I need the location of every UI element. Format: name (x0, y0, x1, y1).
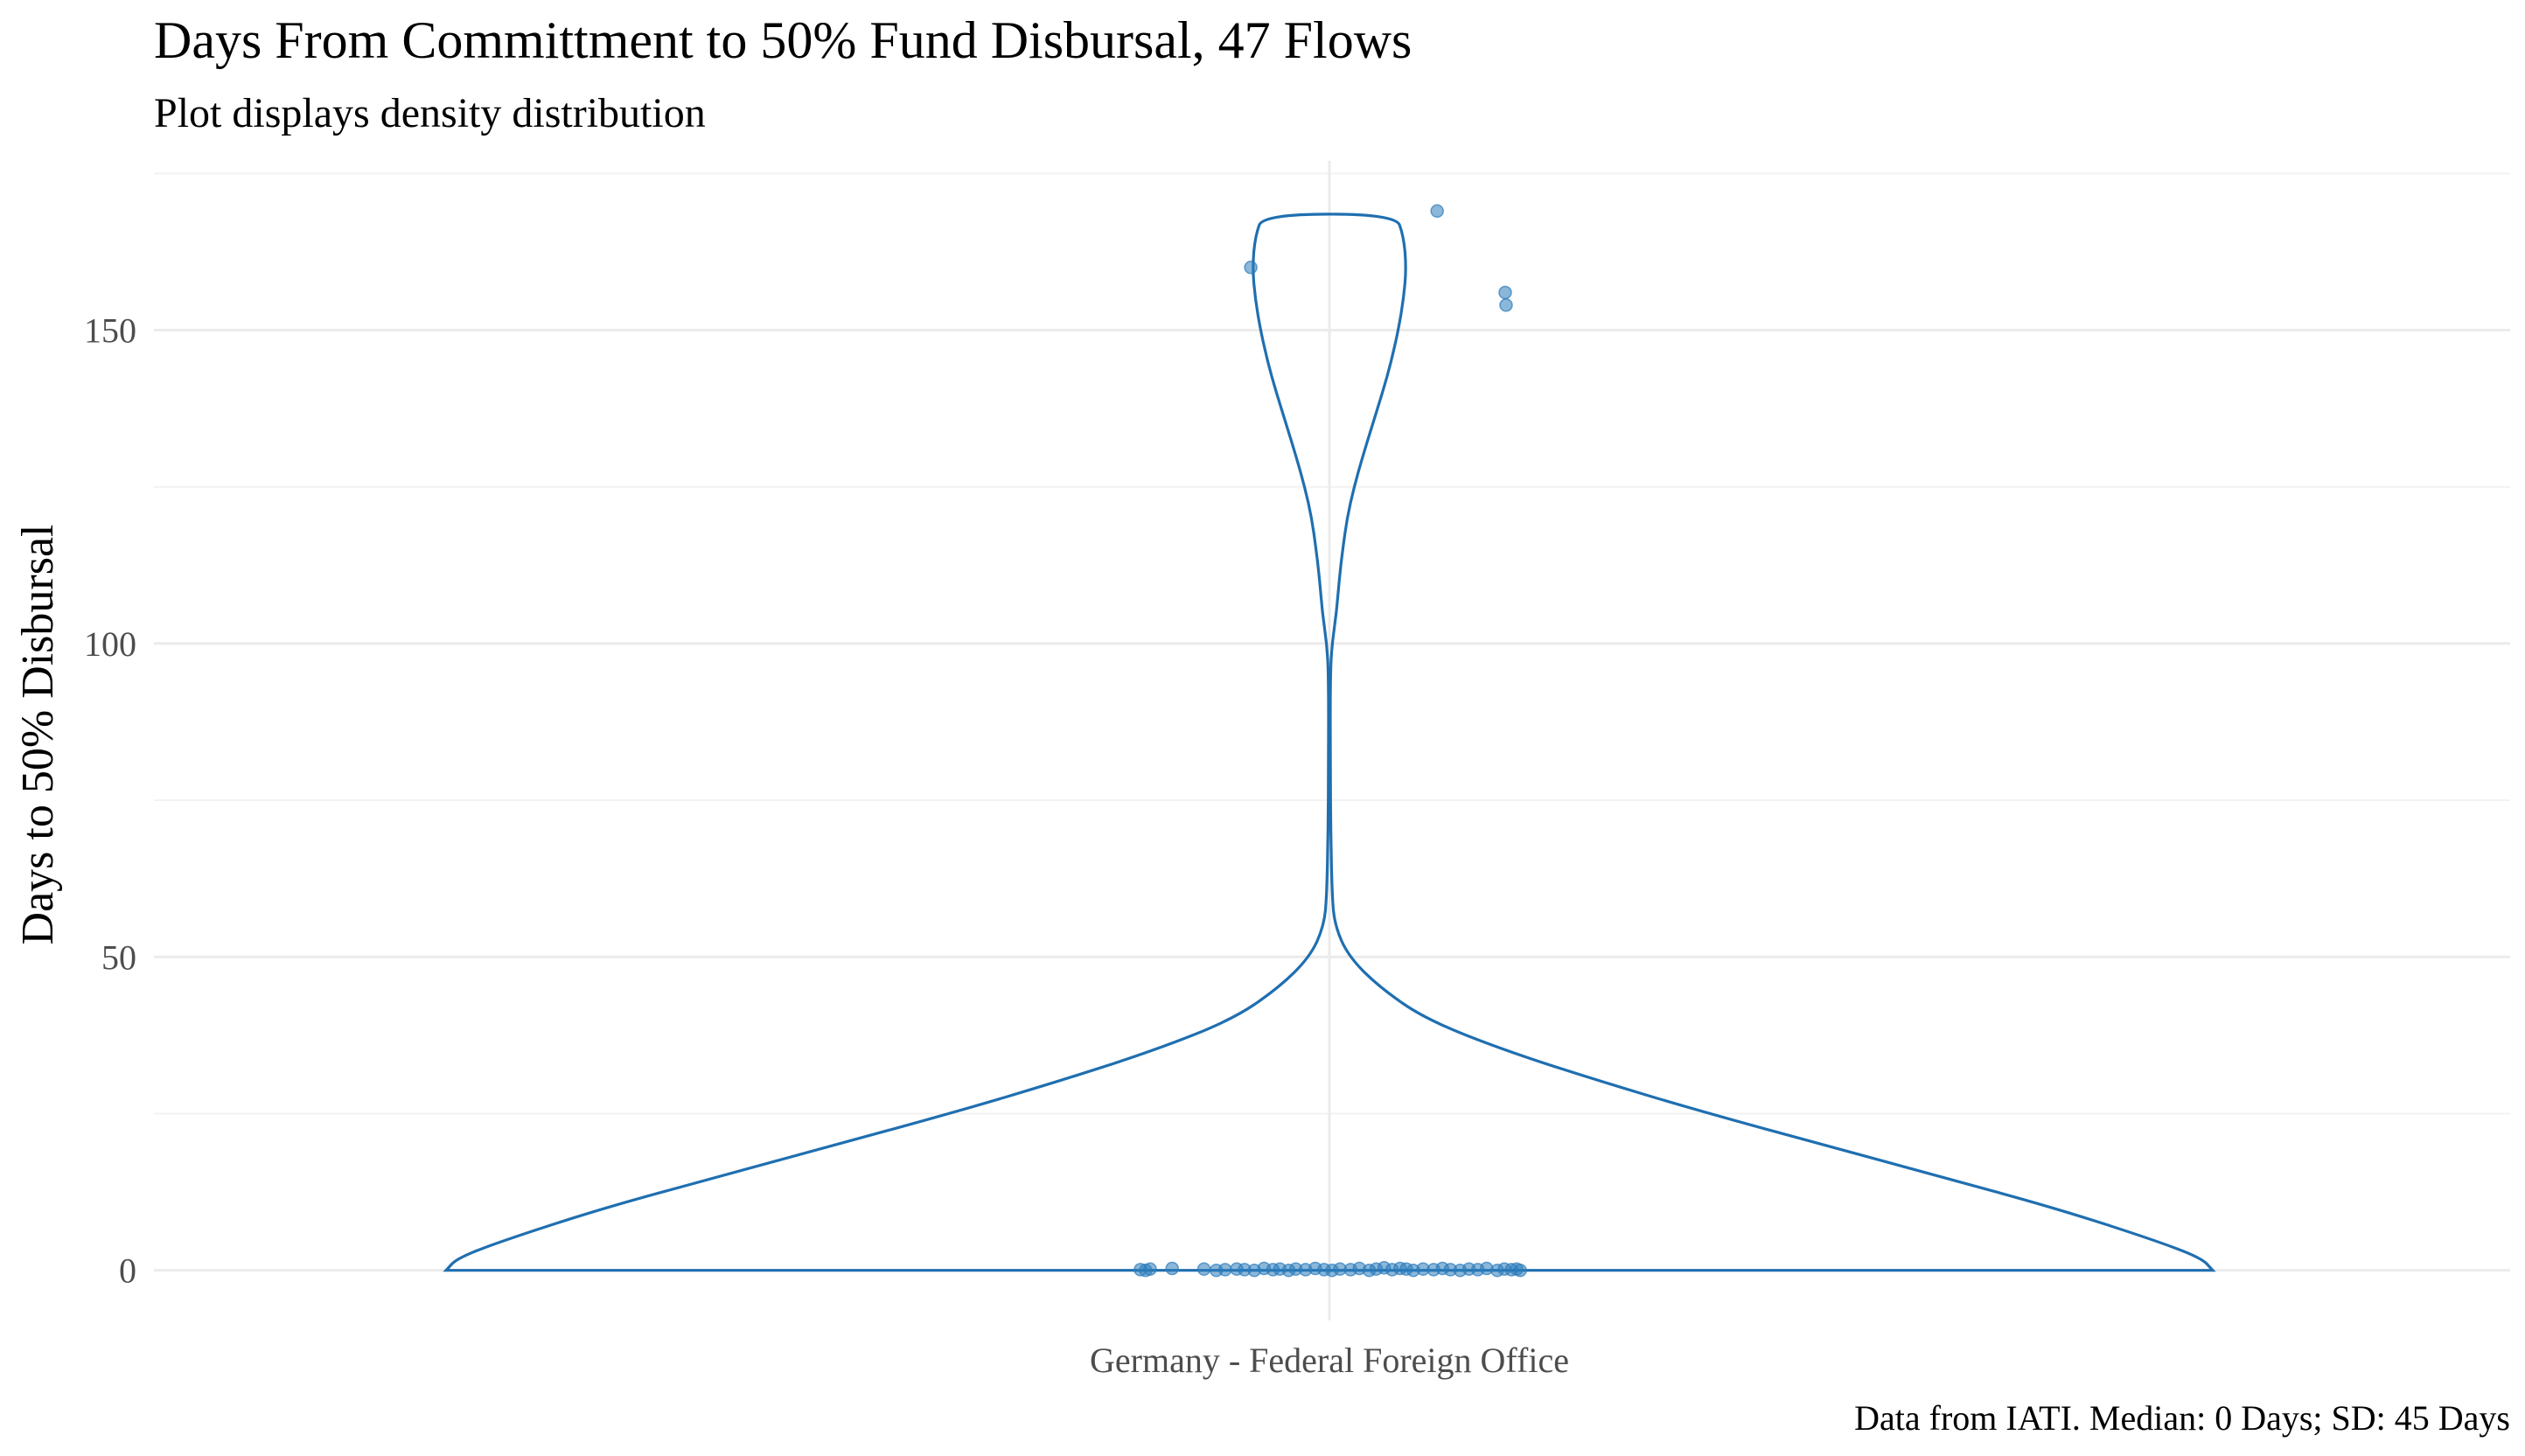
data-point (1430, 204, 1444, 219)
chart-caption: Data from IATI. Median: 0 Days; SD: 45 D… (1854, 1398, 2510, 1438)
x-tick-label: Germany - Federal Foreign Office (1090, 1341, 1569, 1380)
data-point (1244, 261, 1258, 275)
y-tick-label: 50 (101, 937, 136, 977)
data-point (1143, 1262, 1157, 1276)
violin-shape (443, 212, 2216, 1272)
data-point (1498, 285, 1512, 300)
y-tick-label: 150 (84, 311, 136, 351)
data-point (1218, 1263, 1232, 1277)
chart-title: Days From Committment to 50% Fund Disbur… (154, 11, 1412, 69)
y-tick-label: 0 (119, 1251, 136, 1291)
data-point (1196, 1262, 1211, 1276)
y-axis-label: Days to 50% Disbursal (13, 525, 63, 945)
data-point (1499, 298, 1513, 312)
chart-subtitle: Plot displays density distribution (154, 90, 706, 136)
data-point (1513, 1263, 1527, 1278)
y-tick-label: 100 (84, 624, 136, 664)
jitter-points (1133, 204, 1527, 1278)
y-tick-labels: 0 50 100 150 (84, 311, 136, 1291)
data-point (1165, 1261, 1179, 1276)
grid-lines (154, 172, 2510, 1272)
